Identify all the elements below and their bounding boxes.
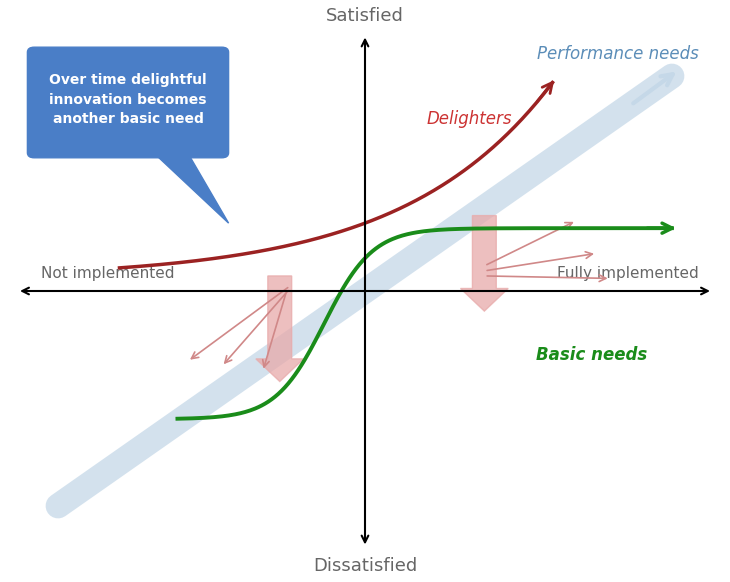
Text: Delighters: Delighters [426,109,512,127]
Text: Satisfied: Satisfied [326,6,404,24]
Text: Not implemented: Not implemented [41,266,174,281]
Polygon shape [153,152,228,223]
Text: Fully implemented: Fully implemented [558,266,699,281]
FancyArrow shape [461,215,508,311]
Text: Over time delightful
innovation becomes
another basic need: Over time delightful innovation becomes … [49,73,207,126]
Text: Basic needs: Basic needs [536,346,647,364]
Text: Dissatisfied: Dissatisfied [313,558,417,576]
FancyBboxPatch shape [28,47,228,158]
FancyArrow shape [256,276,304,381]
Text: Performance needs: Performance needs [537,45,699,63]
